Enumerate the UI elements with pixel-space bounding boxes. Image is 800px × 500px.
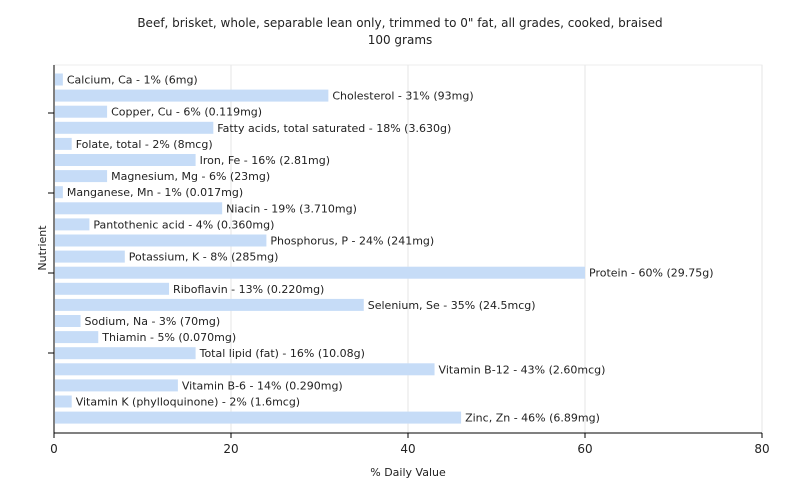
x-tick-label-40: 40 — [400, 442, 415, 456]
bar-label-20: Vitamin K (phylloquinone) - 2% (1.6mcg) — [76, 396, 300, 409]
bar-8 — [55, 202, 223, 215]
bar-label-0: Calcium, Ca - 1% (6mg) — [67, 74, 198, 87]
chart-title: Beef, brisket, whole, separable lean onl… — [137, 16, 662, 30]
bar-label-6: Magnesium, Mg - 6% (23mg) — [111, 170, 270, 183]
bar-4 — [55, 137, 72, 150]
bar-label-2: Copper, Cu - 6% (0.119mg) — [111, 106, 262, 119]
bar-12 — [55, 266, 585, 279]
bar-9 — [55, 218, 90, 231]
bar-20 — [55, 395, 72, 408]
bar-label-9: Pantothenic acid - 4% (0.360mg) — [93, 218, 274, 231]
y-axis-label: Nutrient — [36, 225, 49, 271]
bar-label-15: Sodium, Na - 3% (70mg) — [85, 315, 221, 328]
bar-2 — [55, 105, 108, 118]
bar-label-17: Total lipid (fat) - 16% (10.08g) — [199, 347, 365, 360]
bar-labels-group: Calcium, Ca - 1% (6mg) Cholesterol - 31% … — [67, 74, 714, 425]
x-tick-label-20: 20 — [223, 442, 238, 456]
bar-label-21: Zinc, Zn - 46% (6.89mg) — [465, 412, 600, 425]
x-tick-label-60: 60 — [577, 442, 592, 456]
gridlines — [53, 64, 763, 434]
x-tick-label-80: 80 — [754, 442, 769, 456]
bar-label-11: Potassium, K - 8% (285mg) — [129, 251, 279, 264]
bar-label-8: Niacin - 19% (3.710mg) — [226, 202, 357, 215]
bar-label-10: Phosphorus, P - 24% (241mg) — [270, 235, 434, 248]
bars-group — [55, 73, 585, 424]
x-tick-label-0: 0 — [50, 442, 58, 456]
bar-21 — [55, 411, 462, 424]
bar-10 — [55, 234, 267, 247]
bar-1 — [55, 89, 329, 102]
bar-label-1: Cholesterol - 31% (93mg) — [332, 90, 473, 103]
bar-label-16: Thiamin - 5% (0.070mg) — [101, 331, 236, 344]
bar-label-14: Selenium, Se - 35% (24.5mcg) — [368, 299, 536, 312]
bar-label-3: Fatty acids, total saturated - 18% (3.63… — [217, 122, 451, 135]
bar-label-19: Vitamin B-6 - 14% (0.290mg) — [182, 379, 343, 392]
bar-label-5: Iron, Fe - 16% (2.81mg) — [200, 154, 330, 167]
bar-5 — [55, 154, 196, 166]
bar-17 — [55, 347, 196, 360]
bar-label-13: Riboflavin - 13% (0.220mg) — [173, 283, 324, 296]
bar-label-12: Protein - 60% (29.75g) — [589, 267, 714, 280]
bar-14 — [55, 298, 364, 311]
bar-label-7: Manganese, Mn - 1% (0.017mg) — [67, 186, 243, 199]
bar-6 — [55, 170, 108, 183]
bar-label-18: Vitamin B-12 - 43% (2.60mcg) — [439, 363, 606, 376]
bar-3 — [55, 121, 214, 134]
bar-11 — [55, 250, 125, 263]
bar-13 — [55, 282, 170, 295]
bar-0 — [55, 73, 63, 86]
chart-subtitle: 100 grams — [368, 33, 433, 47]
bar-15 — [55, 315, 81, 327]
x-axis-label: % Daily Value — [370, 466, 446, 479]
bar-7 — [55, 186, 63, 199]
axes-group: 0 20 40 60 80 — [48, 65, 770, 456]
bar-16 — [55, 331, 99, 344]
bar-18 — [55, 363, 435, 376]
bar-19 — [55, 379, 178, 392]
bar-label-4: Folate, total - 2% (8mcg) — [76, 138, 213, 151]
